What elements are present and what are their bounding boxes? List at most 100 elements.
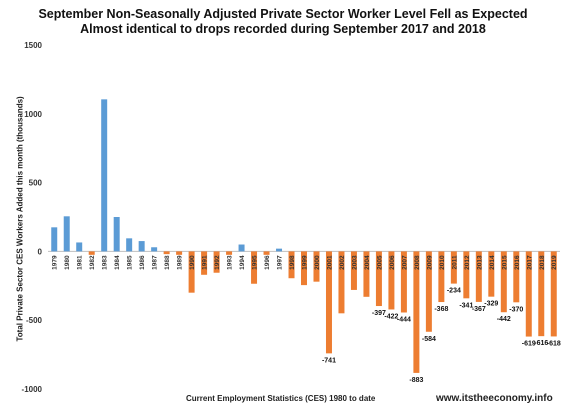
- x-tick-label: 1979: [52, 255, 59, 270]
- data-label-2018: -616: [534, 340, 548, 347]
- x-tick-label: 1985: [127, 255, 134, 270]
- bar-1989: [176, 251, 183, 255]
- bar-2014: [488, 251, 495, 297]
- bar-2007: [400, 251, 407, 313]
- source-url: www.itstheeconomy.info: [436, 393, 553, 404]
- data-label-2013: -367: [472, 306, 486, 313]
- bar-2011: [450, 251, 457, 284]
- bar-1982: [88, 251, 95, 255]
- chart-title: September Non-Seasonally Adjusted Privat…: [38, 7, 528, 21]
- bar-2013: [475, 251, 482, 302]
- x-axis-label: Current Employment Statistics (CES) 1980…: [186, 394, 376, 403]
- data-label-2007: -444: [397, 316, 411, 323]
- data-label-2019: -618: [547, 340, 561, 347]
- bar-2006: [388, 251, 395, 310]
- y-tick-label: 1000: [24, 110, 42, 119]
- x-tick-label: 1981: [77, 255, 84, 270]
- x-tick-label: 2011: [451, 255, 458, 269]
- data-label-2017: -619: [522, 341, 536, 348]
- bar-2008: [413, 251, 420, 373]
- bar-2004: [363, 251, 370, 297]
- bar-2005: [375, 251, 382, 307]
- x-tick-label: 1999: [302, 255, 309, 270]
- data-label-2008: -883: [409, 377, 423, 384]
- x-tick-label: 2006: [389, 255, 396, 270]
- bar-2000: [313, 251, 320, 282]
- x-tick-label: 1987: [152, 255, 159, 270]
- bar-2002: [338, 251, 345, 314]
- x-tick-label: 2019: [551, 255, 558, 270]
- x-tick-label: 1996: [264, 255, 271, 270]
- y-axis-label: Total Private Sector CES Workers Added t…: [15, 96, 25, 342]
- x-tick-label: 1994: [239, 255, 246, 270]
- bar-1998: [288, 251, 295, 279]
- y-tick-label: -500: [26, 316, 43, 325]
- x-tick-label: 1998: [289, 255, 296, 270]
- data-label-2014: -329: [484, 301, 498, 308]
- bar-2009: [425, 251, 432, 332]
- x-tick-label: 1997: [277, 255, 284, 270]
- x-tick-label: 2016: [514, 255, 521, 270]
- x-tick-label: 1991: [202, 255, 209, 270]
- bar-2018: [538, 251, 545, 337]
- bar-2012: [463, 251, 470, 299]
- bar-1987: [151, 247, 158, 252]
- data-label-2012: -341: [459, 302, 473, 309]
- x-tick-label: 1995: [252, 255, 259, 270]
- x-tick-label: 1980: [64, 255, 71, 270]
- bar-1986: [138, 241, 145, 252]
- x-tick-label: 2010: [439, 255, 446, 270]
- data-label-2015: -442: [497, 316, 511, 323]
- bar-2019: [550, 251, 557, 337]
- bar-2017: [525, 251, 532, 337]
- bar-2003: [350, 251, 357, 290]
- x-tick-label: 2014: [489, 255, 496, 270]
- x-tick-label: 1983: [102, 255, 109, 270]
- chart-subtitle: Almost identical to drops recorded durin…: [80, 22, 486, 36]
- bar-1994: [238, 244, 245, 252]
- bar-1988: [163, 251, 170, 255]
- x-tick-label: 2000: [314, 255, 321, 270]
- x-tick-label: 2001: [326, 255, 333, 270]
- data-label-2011: -234: [447, 288, 461, 295]
- data-label-2006: -422: [384, 313, 398, 320]
- data-label-2001: -741: [322, 357, 336, 364]
- y-tick-label: -1000: [22, 385, 43, 394]
- x-tick-label: 2004: [364, 255, 371, 270]
- x-tick-label: 2002: [339, 255, 346, 270]
- bar-2015: [500, 251, 507, 313]
- x-tick-label: 2003: [351, 255, 358, 270]
- bar-1995: [251, 251, 258, 284]
- x-tick-label: 1993: [227, 255, 234, 270]
- x-tick-label: 1982: [89, 255, 96, 270]
- bar-1996: [263, 251, 270, 255]
- x-tick-label: 2018: [539, 255, 546, 270]
- x-tick-label: 1988: [164, 255, 171, 270]
- x-tick-label: 1990: [189, 255, 196, 270]
- bar-1979: [51, 227, 58, 252]
- y-tick-label: 1500: [24, 41, 42, 50]
- x-tick-label: 2015: [501, 255, 508, 270]
- data-label-2009: -584: [422, 336, 436, 343]
- x-tick-label: 2013: [476, 255, 483, 270]
- bar-1999: [301, 251, 307, 286]
- bar-1981: [76, 242, 83, 252]
- bar-1993: [226, 251, 233, 255]
- x-tick-label: 1989: [177, 255, 184, 270]
- bar-1985: [126, 238, 133, 252]
- y-tick-label: 0: [38, 247, 43, 256]
- bar-1984: [113, 217, 120, 252]
- bar-2010: [438, 251, 445, 303]
- bar-2001: [325, 251, 332, 354]
- x-tick-label: 2005: [376, 255, 383, 270]
- y-tick-label: 500: [29, 179, 43, 188]
- x-tick-label: 2017: [526, 255, 533, 270]
- data-label-2016: -370: [509, 306, 523, 313]
- x-tick-label: 2007: [401, 255, 408, 270]
- x-tick-label: 1992: [214, 255, 221, 270]
- x-tick-label: 2012: [464, 255, 471, 270]
- bar-1980: [63, 216, 70, 252]
- x-tick-label: 2009: [426, 255, 433, 270]
- bar-2016: [513, 251, 520, 303]
